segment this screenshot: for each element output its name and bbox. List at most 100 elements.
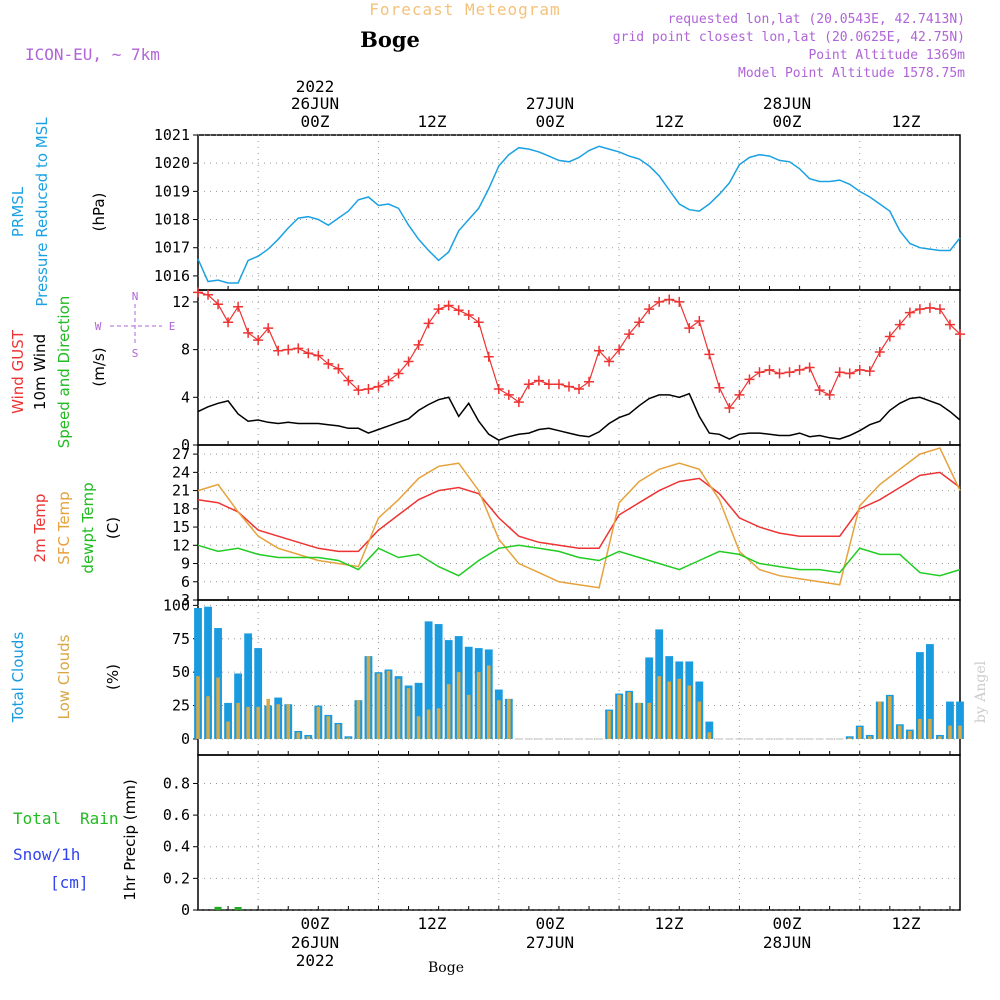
- total-cloud-bar: [956, 701, 964, 739]
- gust-point: [253, 335, 264, 346]
- total-cloud-bar: [254, 648, 263, 739]
- wind-panel: 0 4 8 12: [172, 287, 965, 454]
- bottom-date-1: 26JUN: [291, 933, 339, 952]
- bottom-date-3: 28JUN: [763, 933, 811, 952]
- gust-point: [493, 383, 504, 394]
- total-cloud-bar: [194, 608, 202, 739]
- top-tick-4: 12Z: [655, 112, 684, 131]
- gust-point: [684, 323, 695, 334]
- temp-unit: (C): [104, 517, 122, 539]
- gust-point: [904, 307, 915, 318]
- wind-10m-series-line: [197, 392, 961, 442]
- pressure-ytick-label-4: 1020: [154, 154, 190, 172]
- top-date-3: 28JUN: [763, 94, 811, 113]
- gust-point: [694, 316, 705, 326]
- gust-point: [313, 350, 324, 361]
- temp-ytick-label-7: 24: [172, 463, 190, 481]
- temp-ytick-label-8: 27: [172, 445, 190, 463]
- temp-ytick-label-2: 9: [181, 555, 190, 573]
- precip-ytick-label-4: 0.8: [163, 774, 190, 792]
- gust-point: [223, 317, 234, 328]
- bottom-tick-3: 00Z: [536, 914, 565, 933]
- gust-point: [754, 367, 765, 378]
- low-cloud-bar: [857, 726, 862, 739]
- gust-point: [614, 344, 625, 355]
- wind-gust-label: Wind GUST: [9, 329, 27, 414]
- pressure-ytick-label-0: 1016: [154, 267, 190, 285]
- total-clouds-label: Total Clouds: [9, 632, 27, 724]
- low-cloud-bar: [286, 704, 290, 739]
- gust-point: [864, 366, 875, 377]
- gust-point: [744, 374, 755, 385]
- low-cloud-bar: [707, 732, 712, 739]
- gust-point: [343, 375, 354, 386]
- total-cloud-bar: [705, 721, 714, 739]
- bottom-year: 2022: [296, 951, 335, 970]
- low-cloud-bar: [276, 704, 280, 739]
- chart-title: Forecast Meteogram: [369, 0, 560, 19]
- precip-bar: [234, 907, 242, 910]
- wind-labels: Wind GUST 10m Wind Speed and Direction (…: [9, 296, 108, 449]
- requested-coords: requested lon,lat (20.0543E, 42.7413N): [668, 12, 965, 27]
- bottom-tick-4: 12Z: [655, 914, 684, 933]
- precip-labels: Total Rain Snow/1h [cm] 1hr Precip (mm): [13, 779, 139, 900]
- low-cloud-bar: [908, 730, 912, 739]
- low-cloud-bar: [306, 736, 311, 739]
- low-cloud-bar: [466, 694, 471, 739]
- bottom-tick-5: 00Z: [773, 914, 802, 933]
- temp-labels: 2m Temp SFC Temp dewpt Temp (C): [31, 482, 122, 573]
- temp-ytick-label-5: 18: [172, 500, 190, 518]
- low-cloud-bar: [687, 685, 692, 739]
- total-cloud-bar: [344, 736, 353, 739]
- gust-point: [233, 301, 244, 312]
- precip-ytick-label-2: 0.4: [163, 838, 190, 856]
- gust-point: [894, 319, 905, 330]
- clouds-ytick-label-4: 100: [163, 596, 190, 614]
- gust-point: [303, 348, 314, 359]
- gust-point: [814, 385, 825, 396]
- gust-point: [473, 317, 484, 328]
- precip-rain-label: Rain: [80, 809, 119, 828]
- compass-north: N: [132, 290, 139, 303]
- low-cloud-bar: [928, 718, 932, 739]
- pressure-ytick-label-5: 1021: [154, 126, 190, 144]
- point-altitude: Point Altitude 1369m: [808, 48, 965, 63]
- gust-point: [523, 379, 534, 390]
- gust-point: [273, 345, 284, 356]
- low-cloud-bar: [868, 736, 872, 739]
- low-cloud-bar: [356, 700, 361, 739]
- precip-ytick-label-3: 0.6: [163, 806, 190, 824]
- gust-point: [543, 379, 554, 390]
- clouds-frame: [197, 599, 961, 756]
- total-cloud-bar: [845, 736, 854, 739]
- compass-rose: N S W E: [95, 290, 176, 360]
- precip-cm-label: [cm]: [50, 873, 89, 892]
- low-cloud-bar: [396, 678, 401, 739]
- wind-ytick-label-2: 8: [181, 341, 190, 359]
- total-cloud-bar: [204, 606, 212, 739]
- clouds-unit: (%): [104, 664, 122, 690]
- precip-ytick-label-1: 0.2: [163, 869, 190, 887]
- gust-point: [293, 343, 304, 354]
- gust-point: [574, 383, 584, 394]
- low-cloud-bar: [507, 698, 511, 739]
- low-cloud-bar: [366, 656, 371, 739]
- footer-station: Boge: [428, 960, 464, 976]
- low-cloud-bar: [918, 718, 922, 739]
- gust-point: [483, 351, 494, 362]
- temp-frame: [197, 444, 961, 601]
- gust-point: [413, 339, 424, 350]
- low-cloud-bar: [617, 694, 621, 739]
- gust-point: [453, 305, 464, 316]
- low-cloud-bar: [206, 696, 210, 739]
- total-cloud-bar: [645, 657, 654, 739]
- precip-frame: [197, 754, 961, 911]
- gust-point: [584, 376, 595, 387]
- low-cloud-bar: [657, 676, 661, 739]
- low-cloud-bar: [376, 673, 381, 739]
- temp-dew-label: dewpt Temp: [79, 482, 97, 573]
- gust-point: [834, 367, 845, 378]
- precip-ytick-label-0: 0: [181, 901, 190, 919]
- clouds-ytick-label-3: 75: [172, 630, 190, 648]
- low-cloud-bar: [938, 736, 942, 739]
